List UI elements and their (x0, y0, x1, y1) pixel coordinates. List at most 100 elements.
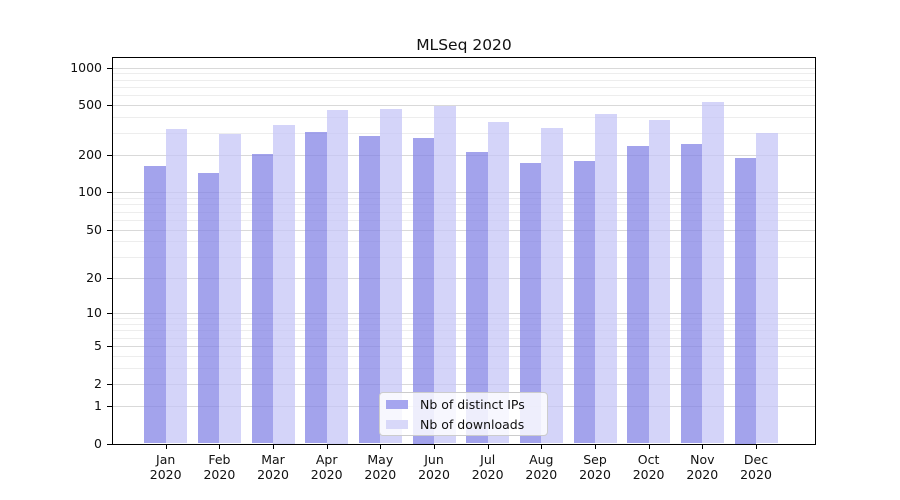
plot-area (113, 58, 815, 444)
gridline-major (113, 192, 815, 194)
y-tick-label: 5 (94, 338, 102, 353)
gridline-minor (113, 95, 815, 97)
x-tick-label: May 2020 (352, 452, 408, 482)
y-tick (107, 443, 113, 445)
x-tick-label-month: Jan (156, 452, 176, 467)
x-tick (595, 444, 596, 449)
y-tick-label: 50 (86, 221, 102, 237)
y-tick (107, 154, 113, 156)
y-tick (107, 405, 113, 407)
x-tick-label: Nov 2020 (674, 452, 730, 482)
x-tick-label-month: Sep (583, 452, 607, 467)
y-tick (107, 105, 113, 107)
gridline-minor (113, 79, 815, 81)
x-tick (702, 444, 704, 449)
legend-swatch-distinct-ips (386, 399, 408, 409)
x-tick-label-year: 2020 (149, 467, 182, 482)
gridline-major (113, 229, 815, 231)
gridline-minor (113, 211, 815, 213)
x-tick-label-year: 2020 (471, 467, 504, 482)
x-tick (380, 444, 382, 449)
gridline-major (113, 313, 815, 314)
y-tick-label: 20 (86, 269, 102, 285)
bar-downloads-feb (219, 134, 241, 444)
gridline-minor (113, 198, 815, 199)
x-tick-label-year: 2020 (632, 467, 665, 482)
x-tick (326, 444, 328, 449)
legend-item-distinct-ips: Nb of distinct IPs (386, 396, 541, 413)
bar-downloads-nov (702, 101, 724, 444)
x-tick-label: Jun 2020 (406, 452, 462, 482)
x-tick-label: Oct 2020 (621, 452, 677, 482)
x-tick-label-month: Jul (480, 452, 496, 467)
bar-downloads-jun (434, 105, 456, 444)
y-tick-label: 0 (94, 435, 102, 451)
gridline-minor (113, 204, 815, 206)
gridline-minor (113, 73, 815, 75)
gridline-major (113, 277, 815, 279)
chart-title: MLSeq 2020 (416, 36, 512, 54)
gridline-major (113, 154, 815, 156)
legend: Nb of distinct IPs Nb of downloads (379, 392, 548, 436)
bar-ips-dec (734, 158, 756, 444)
y-tick (107, 346, 113, 347)
legend-label-distinct-ips: Nb of distinct IPs (420, 396, 525, 412)
gridline-minor (113, 241, 815, 243)
x-tick-label-month: Mar (261, 452, 285, 467)
gridline-major (113, 67, 815, 69)
legend-item-downloads: Nb of downloads (386, 416, 541, 433)
x-tick-label-month: May (367, 452, 394, 467)
bar-ips-may (358, 136, 381, 444)
gridline-minor (113, 337, 815, 339)
x-tick-label-year: 2020 (310, 467, 343, 482)
gridline-minor (113, 256, 815, 258)
x-tick-label: Jan 2020 (138, 452, 194, 482)
x-tick (648, 444, 650, 449)
x-tick-label: Aug 2020 (513, 452, 569, 482)
x-tick-label-month: Nov (690, 452, 715, 467)
x-tick (541, 444, 543, 449)
x-tick-label-month: Aug (529, 452, 554, 467)
gridline-minor (113, 330, 815, 332)
gridline-minor (113, 318, 815, 320)
bar-ips-sep (573, 160, 595, 444)
bar-ips-nov (680, 144, 703, 444)
y-tick (107, 313, 113, 314)
x-tick-label-year: 2020 (364, 467, 397, 482)
y-tick-label: 2 (94, 375, 102, 391)
y-tick-label: 10 (86, 305, 102, 320)
bar-downloads-mar (273, 125, 295, 444)
bar-downloads-jul (487, 121, 510, 444)
x-tick-label: Jul 2020 (460, 452, 516, 482)
x-tick-label-year: 2020 (203, 467, 236, 482)
gridline-minor (113, 355, 815, 357)
y-tick-label: 200 (78, 146, 102, 162)
bar-downloads-jan (165, 129, 188, 444)
x-tick (487, 444, 489, 449)
gridline-minor (113, 219, 815, 221)
y-tick-label: 500 (78, 97, 102, 113)
gridline-major (113, 383, 815, 385)
y-tick (107, 277, 113, 279)
bar-ips-aug (519, 163, 542, 444)
x-tick (165, 444, 167, 449)
y-tick (107, 229, 113, 231)
x-tick-label-year: 2020 (418, 467, 450, 482)
x-tick-label: Dec 2020 (728, 452, 784, 482)
x-tick-label-year: 2020 (257, 467, 289, 482)
y-tick (107, 67, 113, 69)
bar-downloads-sep (595, 113, 617, 444)
bar-downloads-dec (756, 132, 778, 444)
x-tick-label: Mar 2020 (245, 452, 301, 482)
legend-swatch-downloads (386, 419, 408, 429)
x-tick-label: Sep 2020 (567, 452, 623, 482)
gridline-minor (113, 323, 815, 325)
x-tick-label-year: 2020 (525, 467, 558, 482)
x-tick-label-month: Oct (637, 452, 660, 467)
x-tick-label-month: Jun (424, 452, 444, 467)
gridline-major (113, 105, 815, 107)
gridline-major (113, 346, 815, 347)
bar-ips-jan (144, 165, 166, 444)
bar-ips-jul (466, 151, 488, 444)
